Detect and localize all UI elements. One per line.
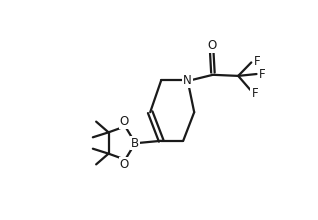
Text: O: O — [207, 39, 217, 52]
Text: O: O — [120, 158, 129, 171]
Text: N: N — [183, 74, 192, 87]
Text: F: F — [259, 68, 265, 81]
Text: F: F — [253, 55, 260, 68]
Text: F: F — [252, 87, 258, 100]
Text: B: B — [131, 136, 139, 150]
Text: O: O — [120, 115, 129, 128]
